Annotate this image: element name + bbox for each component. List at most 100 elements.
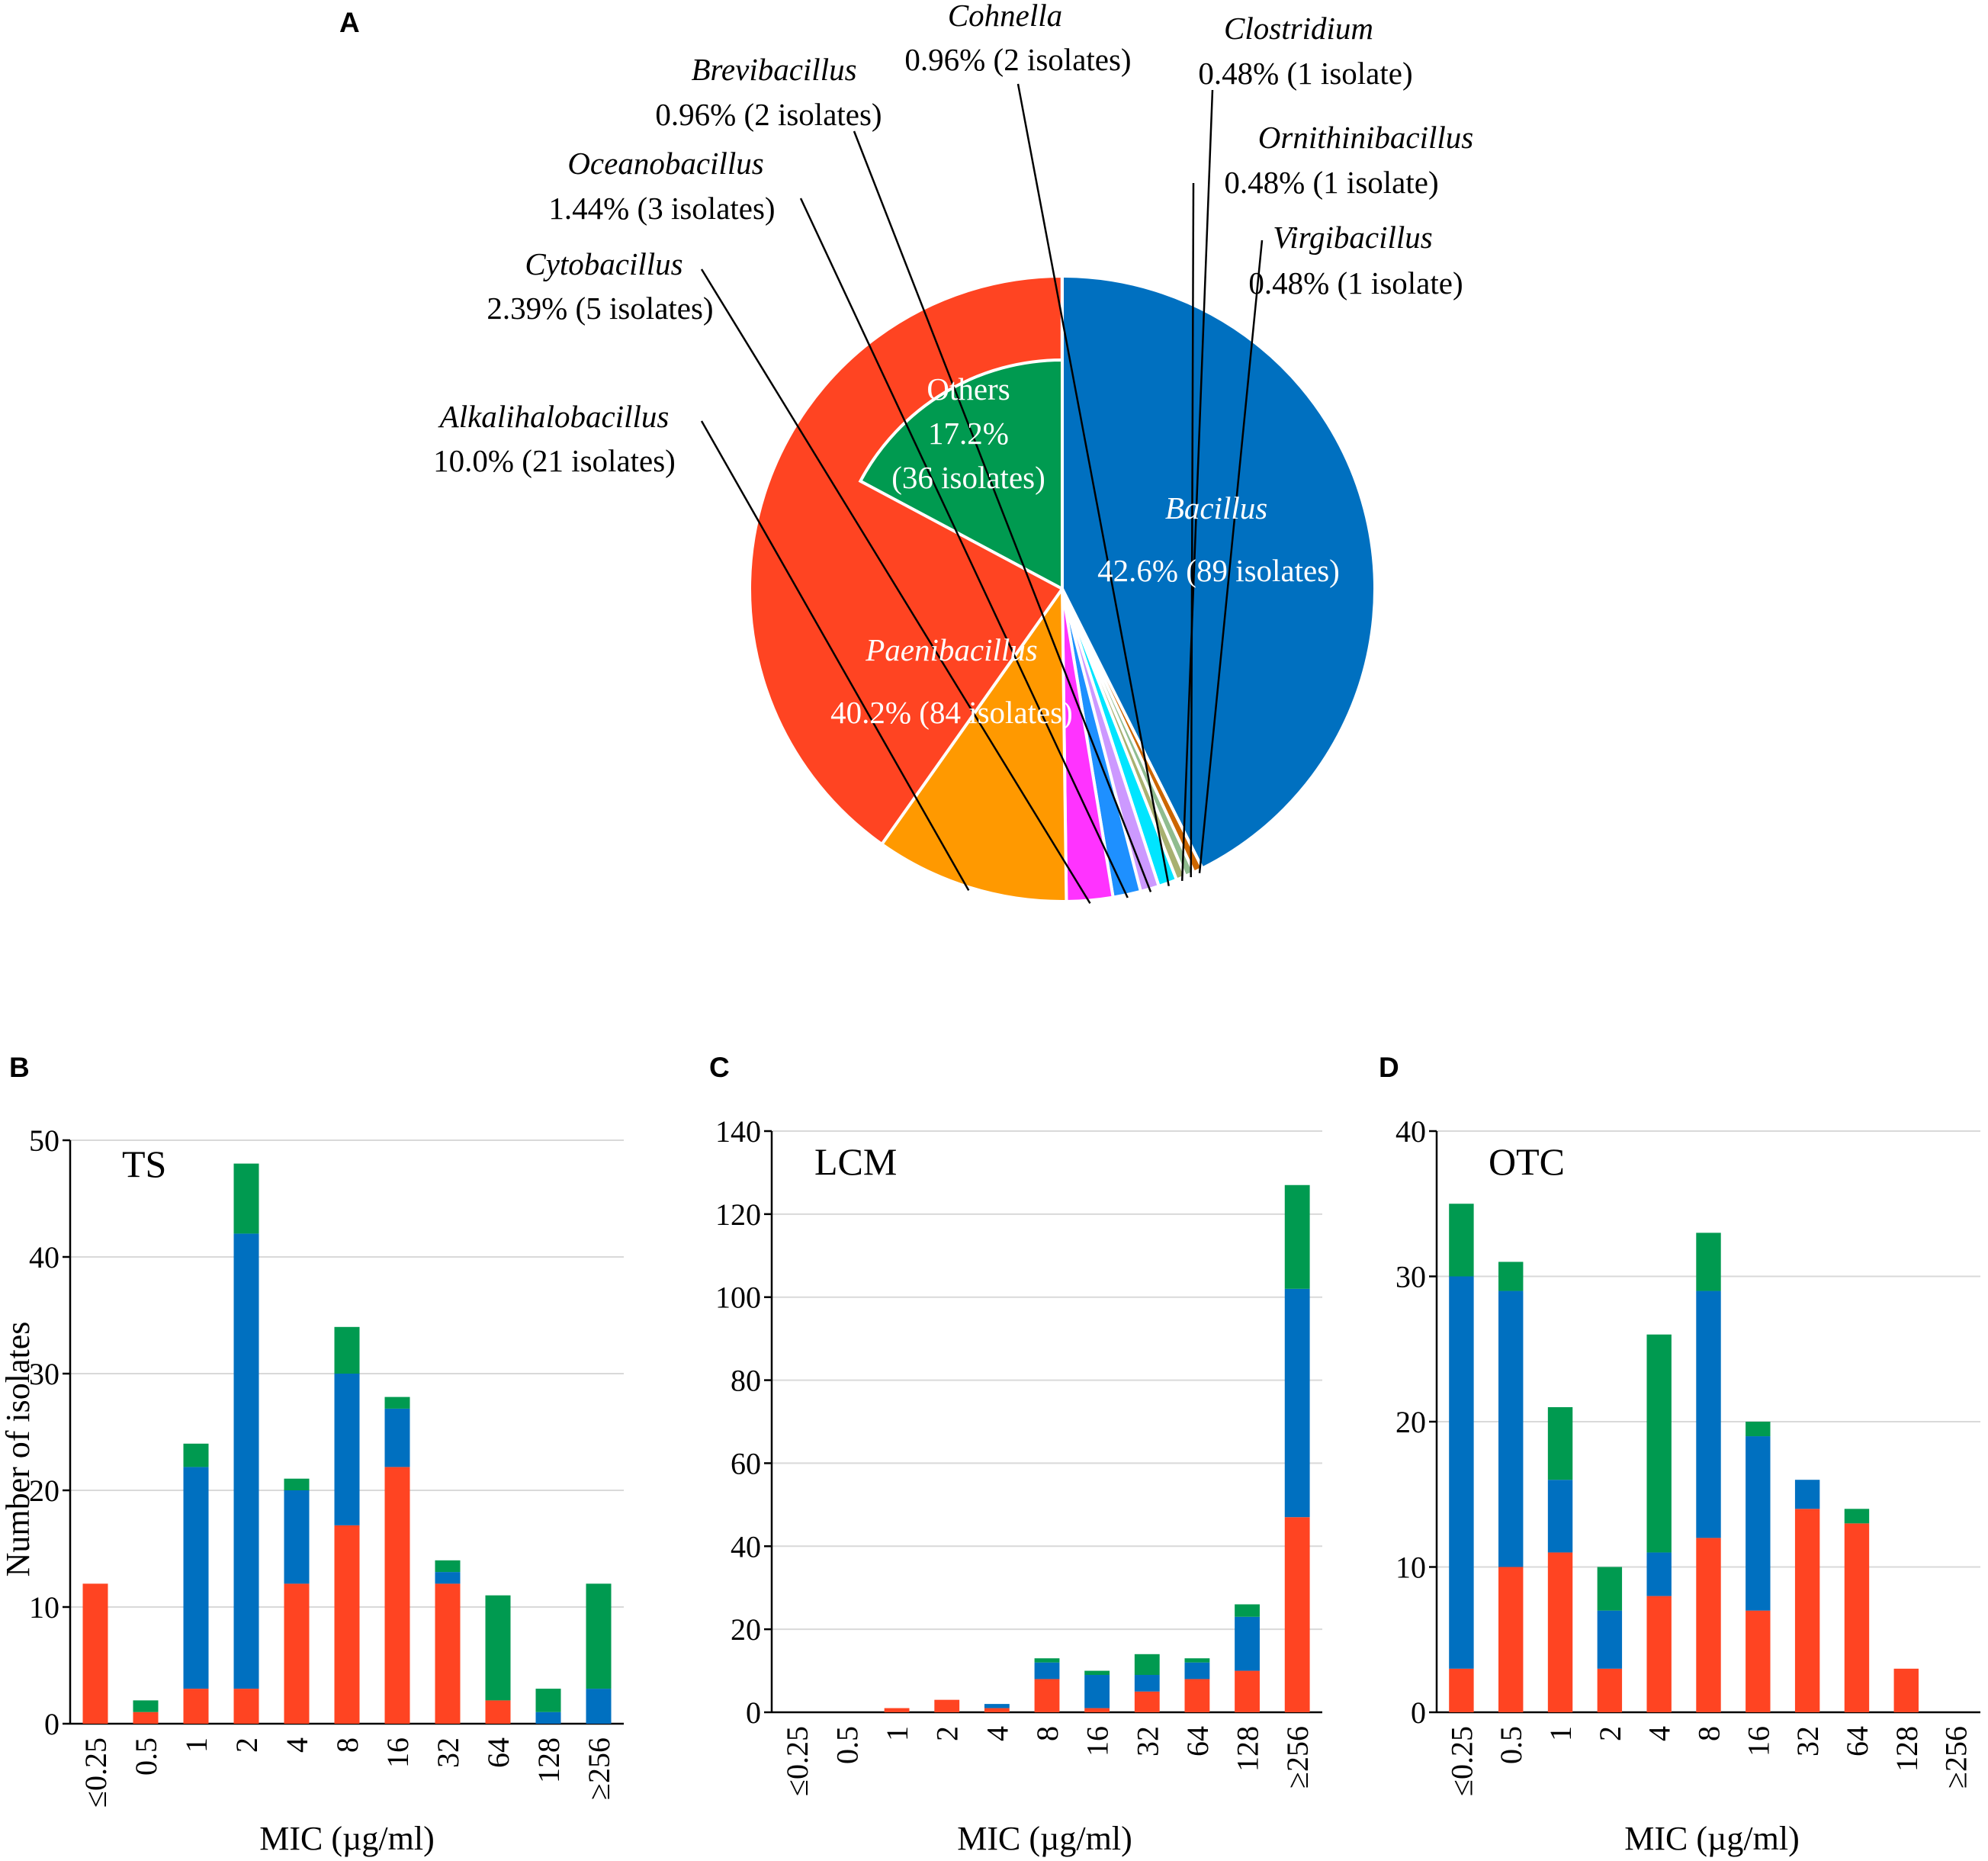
y-tick-label: 30 (1395, 1260, 1426, 1294)
y-tick-label: 0 (1411, 1695, 1426, 1730)
pie-label-others-name: Others (927, 371, 1010, 407)
pie-label-clostridium-value: 0.48% (1 isolate) (1198, 56, 1412, 91)
bar-segment-others (133, 1700, 159, 1712)
leader-line-cytobacillus (700, 268, 1091, 905)
bar-segment-bacillus (284, 1490, 310, 1584)
x-tick-label: ≥256 (1939, 1726, 1974, 1789)
bar-segment-bacillus (183, 1467, 209, 1689)
bar-segment-paenibacillus (1084, 1708, 1110, 1712)
x-tick-label: 32 (1130, 1726, 1164, 1757)
pie-slice-others (858, 358, 1064, 592)
bar-segment-paenibacillus (1498, 1567, 1524, 1712)
leader-line-alkalihalobacillus (700, 420, 970, 892)
x-axis-label-ts: MIC (µg/ml) (259, 1820, 434, 1857)
pie-label-cohnella-name: Cohnella (948, 0, 1062, 33)
bar-segment-bacillus (1794, 1480, 1820, 1509)
x-tick-label: 4 (1643, 1726, 1677, 1741)
bar-segment-bacillus (233, 1233, 259, 1689)
x-tick-label: 4 (980, 1726, 1014, 1741)
bar-segment-others (1646, 1334, 1672, 1553)
bar-segment-others (384, 1397, 410, 1409)
pie-label-cytobacillus-value: 2.39% (5 isolates) (487, 291, 713, 326)
y-tick-label: 40 (29, 1240, 59, 1274)
pie-label-paenibacillus-name: Paenibacillus (865, 632, 1037, 667)
pie-label-ornithinibacillus-name: Ornithinibacillus (1258, 120, 1473, 155)
bar-segment-others (1184, 1658, 1210, 1663)
bar-segment-others (1844, 1509, 1870, 1524)
pie-label-others-count: (36 isolates) (891, 460, 1045, 495)
x-tick-label: 1 (179, 1737, 214, 1753)
x-tick-label: ≤0.25 (780, 1726, 814, 1796)
bar-segment-paenibacillus (1284, 1517, 1310, 1712)
y-tick-label: 0 (746, 1695, 761, 1730)
leader-line-virgibacillus (1198, 239, 1264, 873)
bar-segment-bacillus (535, 1712, 561, 1724)
pie-slice-bacillus (1061, 274, 1376, 871)
pie-label-others-pct: 17.2% (928, 416, 1009, 451)
bar-segment-paenibacillus (1646, 1596, 1672, 1712)
x-tick-label: 32 (1790, 1726, 1825, 1757)
bar-segment-others (1696, 1233, 1721, 1291)
bar-segment-bacillus (1646, 1552, 1672, 1596)
pie-leader-lines (700, 83, 1264, 905)
bar-segment-paenibacillus (884, 1708, 910, 1712)
chart-title-ts: TS (122, 1143, 166, 1185)
x-tick-label: 16 (1081, 1726, 1115, 1757)
pie-label-paenibacillus-value: 40.2% (84 isolates) (830, 695, 1073, 730)
panel-a-pie-chart: A Bacillus 42.6% (89 isolates) Paenibaci… (339, 0, 1473, 905)
pie-label-ornithinibacillus-value: 0.48% (1 isolate) (1224, 165, 1438, 200)
bar-segment-others (1084, 1670, 1110, 1676)
bar-segment-others (233, 1163, 259, 1234)
bar-segment-paenibacillus (1235, 1670, 1260, 1712)
bar-segment-paenibacillus (82, 1583, 108, 1724)
bar-segment-paenibacillus (1794, 1509, 1820, 1712)
bar-segment-paenibacillus (133, 1712, 159, 1724)
y-tick-label: 20 (731, 1612, 761, 1647)
pie-label-virgibacillus-name: Virgibacillus (1273, 220, 1433, 255)
bar-segment-bacillus (1184, 1662, 1210, 1679)
x-tick-label: 8 (1692, 1726, 1726, 1741)
pie-label-oceanobacillus-value: 1.44% (3 isolates) (548, 191, 775, 226)
bar-segment-bacillus (984, 1704, 1010, 1708)
x-tick-label: 64 (481, 1737, 515, 1768)
x-tick-label: 8 (330, 1737, 365, 1753)
x-tick-label: ≥256 (582, 1737, 616, 1800)
x-tick-label: 64 (1180, 1726, 1215, 1757)
pie-label-brevibacillus-name: Brevibacillus (691, 52, 856, 87)
bar-segment-others (284, 1478, 310, 1490)
panel-b-ts-chart: B TS Number of isolates MIC (µg/ml) 0 10 2… (0, 1052, 624, 1857)
y-tick-label: 50 (29, 1123, 59, 1158)
x-tick-label: 1 (1543, 1726, 1578, 1741)
bar-segment-bacillus (1746, 1436, 1771, 1611)
bar-segment-others (1498, 1262, 1524, 1291)
bar-segment-others (485, 1595, 511, 1701)
leader-line-cohnella (1016, 83, 1170, 886)
bar-segment-others (1134, 1654, 1160, 1676)
bar-segment-paenibacillus (1844, 1523, 1870, 1712)
bar-segment-paenibacillus (284, 1583, 310, 1724)
y-tick-label: 10 (29, 1590, 59, 1625)
pie-label-bacillus-name: Bacillus (1165, 490, 1267, 526)
pie-label-brevibacillus-value: 0.96% (2 isolates) (655, 97, 882, 132)
pie-label-clostridium-name: Clostridium (1224, 11, 1373, 46)
pie-label-alkalihalobacillus-name: Alkalihalobacillus (438, 399, 670, 434)
x-tick-label: 16 (381, 1737, 415, 1768)
panel-letter-a: A (339, 7, 360, 38)
x-tick-label: 16 (1741, 1726, 1775, 1757)
bar-segment-paenibacillus (485, 1700, 511, 1724)
y-tick-label: 0 (44, 1707, 59, 1741)
bar-segment-paenibacillus (1696, 1538, 1721, 1712)
bar-segment-bacillus (384, 1408, 410, 1467)
bar-segment-bacillus (435, 1572, 461, 1584)
bar-segment-bacillus (334, 1374, 360, 1525)
bar-segment-paenibacillus (1746, 1610, 1771, 1712)
bar-segment-bacillus (1084, 1675, 1110, 1708)
y-tick-label: 40 (1395, 1114, 1426, 1149)
y-tick-label: 10 (1395, 1551, 1426, 1585)
bar-segment-others (435, 1560, 461, 1573)
bar-segment-paenibacillus (334, 1525, 360, 1724)
y-tick-label: 40 (731, 1529, 761, 1564)
leader-line-brevibacillus (853, 130, 1152, 892)
panel-c-lcm-chart: C LCM MIC (µg/ml) 0 20 40 60 80 100 120 140 ≤0.2… (709, 1052, 1322, 1857)
